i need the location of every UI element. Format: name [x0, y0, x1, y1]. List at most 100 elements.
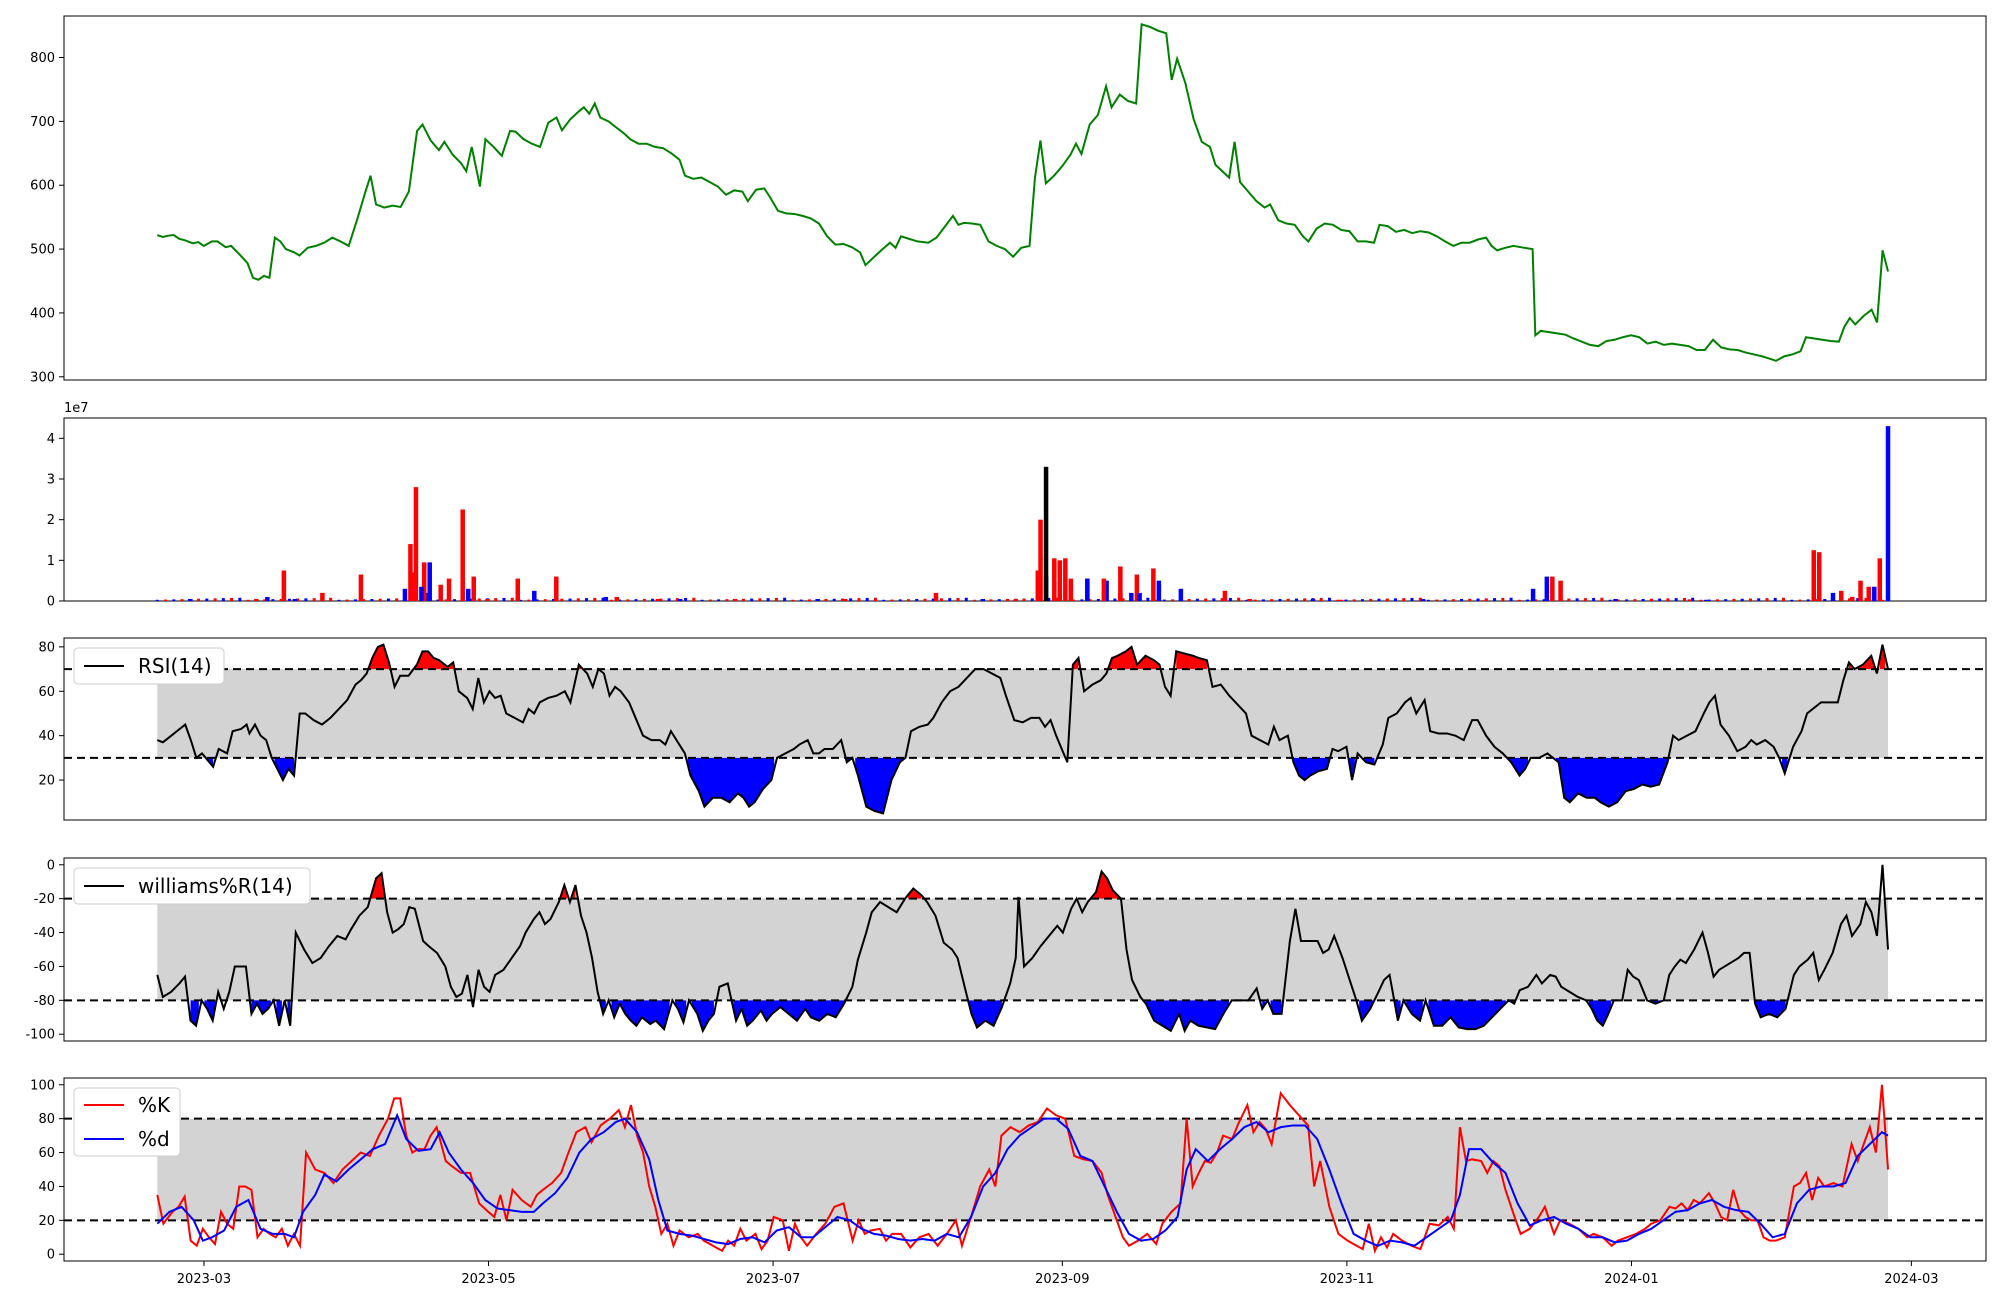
volume-bar [386, 598, 390, 601]
volume-bar [1385, 598, 1389, 601]
volume-bar [337, 599, 341, 601]
volume-bar-down [1530, 588, 1536, 601]
volume-bar-up [515, 578, 521, 601]
volume-bar [618, 599, 622, 601]
volume-bar [535, 599, 539, 601]
volume-bar [1303, 598, 1307, 601]
volume-bar [378, 598, 382, 601]
volume-bar [436, 599, 440, 601]
volume-bar [469, 598, 473, 601]
volume-bar [1881, 599, 1885, 601]
volume-bar [312, 598, 316, 601]
volume-bar [263, 599, 267, 601]
rsi-panel: 20 40 60 80 RSI(14) [38, 637, 1987, 821]
volume-bar [766, 598, 770, 601]
volume-bar-down [1544, 576, 1550, 601]
price-plot-area [63, 15, 1987, 381]
volume-bar [774, 597, 778, 601]
volume-bar [1369, 598, 1373, 601]
volume-bar-up [655, 598, 661, 601]
volume-bar-up [485, 598, 490, 601]
volume-bar [1699, 599, 1703, 601]
volume-bar-down [980, 598, 986, 601]
volume-bar-down [427, 562, 432, 601]
volume-bar [1352, 599, 1356, 601]
volume-bar [197, 598, 201, 601]
volume-bar [1080, 599, 1084, 601]
volume-bar-down [1704, 599, 1709, 601]
volume-bar-up [732, 598, 738, 601]
volume-bar [1674, 598, 1678, 601]
williams-oversold-fill [611, 1000, 670, 1030]
volume-y-tick-label: 1 [47, 554, 55, 569]
volume-bar [1294, 598, 1298, 601]
volume-bar [1509, 597, 1513, 601]
price-y-tick-label: 500 [30, 243, 55, 258]
volume-bar [997, 599, 1001, 601]
volume-bar [1542, 599, 1546, 601]
volume-bar [172, 599, 176, 601]
volume-bar [560, 598, 564, 601]
volume-bar [1691, 597, 1695, 601]
volume-bar [1360, 599, 1364, 601]
volume-bar-up [1811, 550, 1816, 601]
volume-bar [717, 599, 721, 601]
volume-bar [1806, 599, 1810, 601]
volume-bar-up [1850, 596, 1855, 601]
volume-bar-down [603, 596, 609, 601]
volume-bar [585, 598, 589, 601]
volume-bar [1162, 599, 1166, 601]
volume-y-tick-label: 4 [47, 432, 55, 447]
volume-bar-up [1038, 519, 1043, 601]
volume-bar [287, 598, 291, 601]
volume-bar-down [424, 592, 430, 601]
volume-bar-up [410, 572, 416, 601]
volume-bars [155, 426, 1891, 601]
volume-bar [1278, 598, 1282, 601]
volume-bar [1327, 597, 1331, 601]
volume-bar [626, 599, 630, 601]
volume-bar [601, 597, 605, 601]
stochastic-panel: 0 20 40 60 80 100 %K %d 2023-03 2023-05 2023-07… [30, 1077, 1987, 1287]
rsi-y-tick-label: 40 [38, 729, 55, 744]
volume-bar [692, 597, 696, 601]
williams-oversold-fill [1406, 1000, 1423, 1021]
volume-bar-up [554, 576, 559, 601]
volume-bar [1146, 597, 1150, 601]
rsi-overbought-fill [1176, 651, 1207, 670]
volume-bar [1088, 599, 1092, 601]
volume-bar [684, 597, 688, 601]
volume-bar-down [402, 588, 408, 601]
volume-panel: 1e7 0 1 2 3 4 [47, 401, 1987, 610]
volume-bar-down [292, 598, 298, 601]
volume-bar [807, 599, 811, 601]
volume-bar [494, 598, 498, 601]
volume-bar-up [1101, 578, 1107, 601]
volume-bar [543, 599, 547, 601]
volume-bar [1113, 598, 1117, 601]
rsi-oversold-fill [1293, 757, 1330, 781]
x-tick-label: 2024-01 [1604, 1272, 1658, 1287]
volume-bar [1740, 598, 1744, 601]
williams-y-tick-label: 0 [47, 858, 55, 873]
stochastic-y-axis: 0 20 40 60 80 100 [30, 1078, 64, 1263]
volume-bar [849, 598, 853, 601]
volume-bar [1195, 598, 1199, 601]
williams-oversold-fill [675, 1000, 687, 1023]
volume-bar-down [532, 590, 537, 601]
volume-bar [1121, 598, 1125, 601]
volume-bar [213, 598, 217, 601]
volume-bar [502, 597, 506, 601]
volume-bar-up [933, 592, 939, 601]
volume-bar-up [1877, 558, 1883, 601]
x-tick-label: 2023-11 [1320, 1272, 1374, 1287]
volume-bar [1394, 598, 1397, 601]
date-x-axis: 2023-03 2023-05 2023-07 2023-09 2023-11 2024-… [177, 1261, 1939, 1287]
williams-y-tick-label: -80 [34, 994, 55, 1009]
volume-bar [840, 598, 844, 601]
volume-bar [1517, 599, 1521, 601]
williams-y-tick-label: -60 [34, 960, 55, 975]
volume-bar-up [1151, 568, 1156, 601]
volume-bar [1072, 599, 1076, 601]
volume-bar-down [1885, 426, 1891, 601]
